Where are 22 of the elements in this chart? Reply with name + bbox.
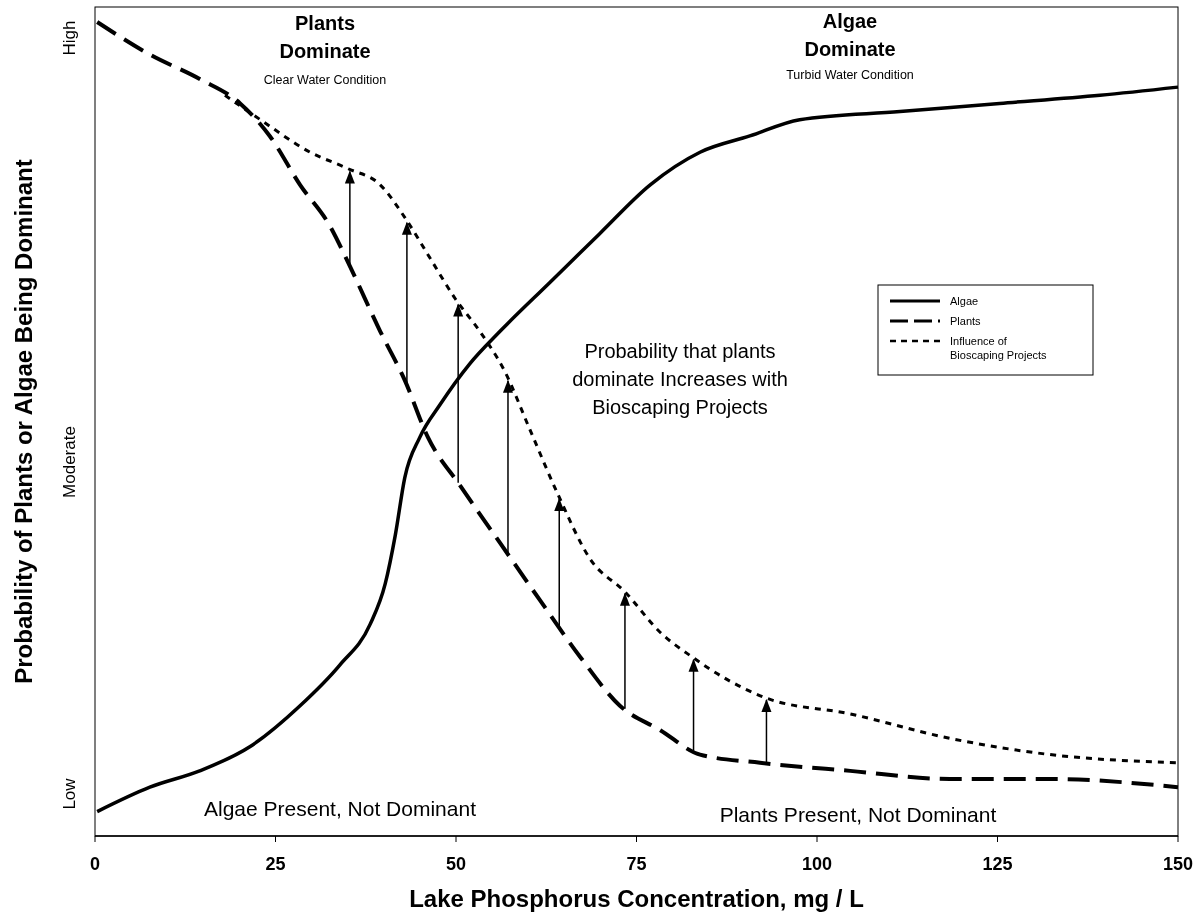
annotation: Plants Present, Not Dominant [719,803,997,826]
text: Moderate [60,426,79,498]
x-tick-label: 0 [89,854,101,874]
legend-label: Influence of Bioscaping Projects [950,335,1048,361]
annotation: Turbid Water Condition [786,68,914,82]
x-axis-title: Lake Phosphorus Concentration, mg / L [409,885,864,912]
annotation: Probability that plants dominate Increases with Bioscaping Projects [572,340,788,418]
x-tick-label: 100 [801,854,833,874]
legend-label: Algae [950,295,979,307]
x-tick-label: 25 [265,854,286,874]
text: High [60,20,79,56]
x-tick-label: 75 [626,854,647,874]
x-tick-label: 150 [1162,854,1194,874]
y-axis-title: Probability of Plants or Algae Being Dominant [10,159,37,684]
annotation: Algae Dominate [804,10,896,60]
annotation: Clear Water Condition [263,73,387,87]
x-tick-label: 50 [445,854,467,874]
text: Low [60,777,79,810]
x-tick-label: 125 [982,854,1013,874]
legend-label: Plants [950,315,982,327]
annotation: Algae Present, Not Dominant [204,797,477,820]
annotation: Plants Dominate [279,12,371,62]
